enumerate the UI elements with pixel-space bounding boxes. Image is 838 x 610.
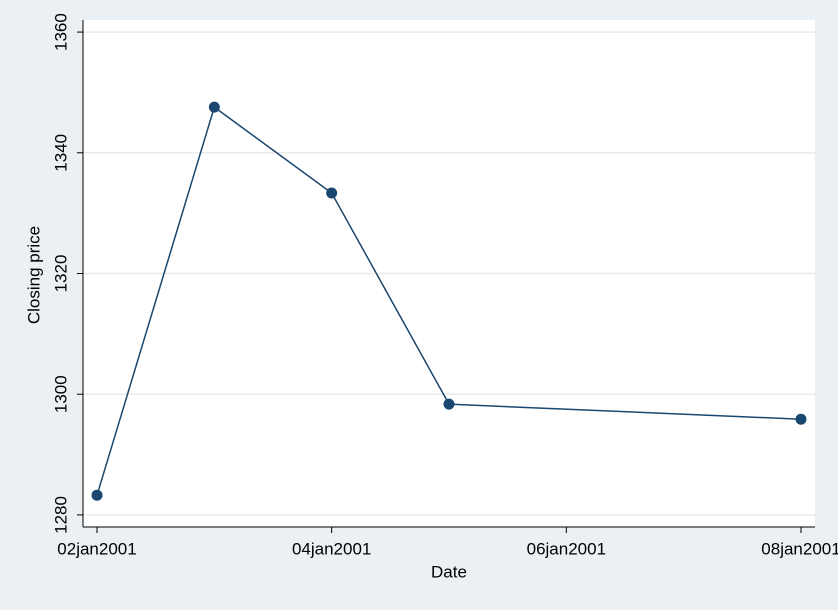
- x-tick-label: 06jan2001: [527, 539, 606, 558]
- point: [91, 489, 103, 501]
- y-tick-label: 1360: [51, 13, 70, 51]
- x-tick-label: 04jan2001: [292, 539, 371, 558]
- y-axis-title: Closing price: [24, 226, 43, 324]
- x-tick-label: 02jan2001: [57, 539, 136, 558]
- y-tick-label: 1280: [51, 496, 70, 534]
- point: [443, 398, 455, 410]
- point: [795, 413, 807, 425]
- point: [326, 187, 338, 199]
- y-tick-label: 1320: [51, 255, 70, 293]
- x-axis-title: Date: [431, 562, 467, 581]
- x-tick-label: 08jan2001: [761, 539, 838, 558]
- y-tick-label: 1300: [51, 375, 70, 413]
- point: [208, 101, 220, 113]
- y-tick-label: 1340: [51, 134, 70, 172]
